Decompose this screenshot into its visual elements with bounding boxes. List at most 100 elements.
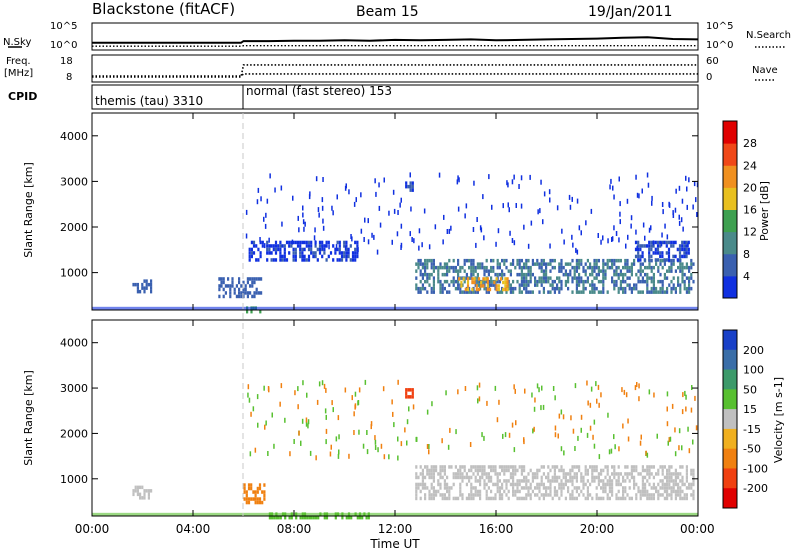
heat-cell-region-3 [685, 465, 688, 469]
heat-cell-region-3 [498, 465, 501, 469]
heat-cell-region-3 [347, 254, 350, 259]
heat-cell-region-7 [650, 254, 653, 259]
heat-cell-region-7 [656, 240, 660, 245]
heat-cell-region-5 [668, 283, 671, 287]
heat-cell-region-5 [470, 262, 473, 266]
heat-cell-region-3 [292, 258, 295, 262]
heat-cell-region-1 [255, 287, 258, 292]
heat-cell-region-3 [564, 482, 567, 487]
heat-cell-region-4 [314, 515, 318, 520]
heat-cell-region-5 [490, 279, 493, 284]
heat-cell-region-1 [240, 294, 243, 299]
heat-cell-region-3 [586, 489, 589, 494]
heat-cell-region-3 [485, 496, 488, 501]
heat-cell-region-5 [454, 265, 457, 270]
heat-cell-region-3 [633, 475, 636, 480]
heat-cell-region-3 [652, 496, 655, 501]
heat-cell-region-3 [562, 468, 565, 473]
heat-cell-scatter [406, 440, 408, 446]
heat-cell-region-3 [459, 468, 462, 473]
heat-cell-region-3 [338, 251, 341, 255]
heat-cell-region-3 [688, 482, 691, 487]
heat-cell-region-5 [670, 269, 673, 273]
heat-cell-region-7 [654, 258, 657, 262]
series-freq- [92, 73, 698, 77]
heat-cell-region-5 [575, 290, 578, 294]
heat-cell-region-5 [644, 272, 647, 277]
heat-cell-region-3 [571, 482, 574, 487]
power-cbar-tick: 8 [743, 248, 750, 261]
heat-cell-scatter [666, 421, 669, 427]
heat-cell-region-3 [573, 472, 576, 476]
heat-cell-region-5 [430, 258, 433, 263]
heat-cell-scatter [494, 385, 497, 391]
heat-cell-scatter [297, 215, 299, 221]
heat-cell-region-3 [661, 486, 664, 490]
heat-cell-region-5 [527, 279, 530, 284]
heat-cell-region-5 [483, 286, 486, 291]
heat-cell-scatter [688, 177, 690, 183]
heat-cell-region-5 [567, 272, 570, 277]
heat-cell-region-3 [336, 247, 339, 252]
heat-cell-region-5 [439, 283, 442, 287]
heat-cell-region-5 [685, 262, 688, 266]
heat-cell-region-5 [655, 286, 658, 291]
heat-cell-region-5 [646, 279, 649, 284]
heat-cell-region-5 [672, 286, 675, 291]
heat-cell-region-3 [514, 482, 517, 487]
heat-cell-region-5 [672, 258, 675, 263]
heat-cell-region-6 [458, 277, 461, 281]
heat-cell-region-5 [690, 286, 693, 291]
heat-cell-region-3 [652, 482, 655, 487]
heat-cell-region-3 [498, 486, 501, 490]
heat-cell-region-5 [659, 258, 662, 263]
heat-cell-region-3 [567, 486, 570, 490]
heat-cell-scatter [269, 173, 271, 179]
heat-cell-region-3 [338, 258, 341, 262]
heat-cell-region-5 [602, 286, 605, 291]
heat-cell-scatter [325, 414, 327, 420]
heat-cell-region-3 [512, 493, 515, 497]
heat-cell-region-4 [275, 515, 278, 520]
cpid-segment-1: themis (tau) 3310 [95, 94, 203, 108]
heat-cell-region-5 [492, 269, 495, 273]
heat-cell-region-5 [558, 276, 561, 280]
heat-cell-region-6 [502, 287, 505, 292]
heat-cell-region-3 [354, 247, 357, 252]
heat-cell-region-5 [529, 269, 532, 273]
heat-cell-scatter [418, 228, 421, 234]
heat-cell-scatter [391, 399, 393, 405]
heat-cell-region-3 [336, 240, 339, 245]
heat-cell-region-3 [668, 493, 671, 497]
heat-cell-scatter [441, 438, 443, 444]
heat-cell-region-3 [622, 496, 625, 501]
heat-cell-region-3 [421, 468, 424, 473]
heat-cell-region-5 [584, 286, 587, 291]
heat-cell-region-3 [487, 496, 490, 501]
heat-cell-region-3 [681, 479, 684, 483]
heat-cell-region-3 [340, 254, 344, 259]
heat-cell-region-5 [617, 272, 620, 277]
heat-cell-region-3 [437, 489, 440, 494]
heat-cell-region-3 [507, 489, 510, 494]
heat-cell-region-3 [505, 486, 508, 490]
heat-cell-region-5 [516, 262, 519, 266]
heat-cell-scatter [370, 421, 373, 427]
heat-cell-region-2 [411, 395, 414, 399]
heat-cell-region-3 [512, 465, 515, 469]
heat-cell-region-3 [479, 465, 482, 469]
heat-cell-region-3 [679, 489, 682, 494]
heat-cell-region-3 [542, 482, 545, 487]
heat-cell-region-5 [492, 265, 495, 270]
heat-cell-region-3 [679, 486, 682, 490]
heat-cell-region-0 [143, 496, 146, 500]
heat-cell-region-5 [529, 272, 532, 277]
heat-cell-region-5 [463, 258, 466, 263]
heat-cell-scatter [650, 225, 652, 231]
heat-cell-scatter [638, 396, 640, 402]
heat-cell-region-6 [482, 277, 485, 281]
heat-cell-scatter [428, 444, 430, 449]
heat-cell-scatter [569, 204, 572, 210]
heat-cell-region-3 [487, 479, 490, 483]
